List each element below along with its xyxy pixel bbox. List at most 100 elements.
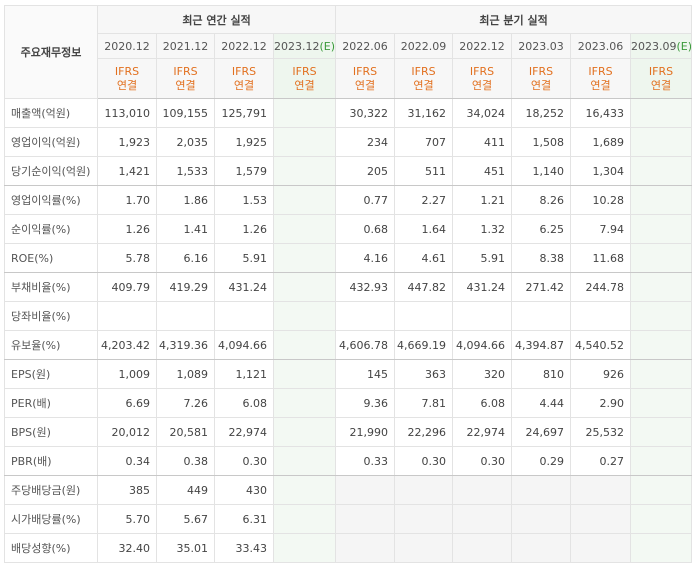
basis-line: IFRS xyxy=(292,64,317,78)
basis-line: IFRS xyxy=(114,64,140,78)
value-cell: 31,162 xyxy=(394,98,454,128)
basis-header: IFRS 연결 xyxy=(630,58,693,99)
value-cell: 6.69 xyxy=(97,388,157,418)
value-cell: 2.90 xyxy=(570,388,632,418)
row-label: 영업이익률(%) xyxy=(4,185,98,215)
data-row: 영업이익(억원) 1,923 2,035 1,925 234 707 411 1,508 1,6… xyxy=(4,127,693,157)
data-row: 당좌비율(%) xyxy=(4,301,693,331)
value-cell xyxy=(272,388,337,418)
value-cell xyxy=(272,243,337,273)
basis-line: IFRS xyxy=(469,64,495,78)
value-cell xyxy=(272,533,337,563)
data-row: 유보율(%) 4,203.42 4,319.36 4,094.66 4,606.78 4,… xyxy=(4,330,693,360)
period: 2023.03 xyxy=(518,39,564,53)
value-cell: 447.82 xyxy=(394,272,454,302)
value-cell: 1.32 xyxy=(452,214,513,244)
value-cell xyxy=(630,272,693,302)
value-cell xyxy=(272,330,337,360)
estimate-mark: (E) xyxy=(676,39,692,53)
basis-header: IFRS 연결 xyxy=(214,58,274,99)
value-cell: 432.93 xyxy=(335,272,396,302)
value-cell xyxy=(511,475,572,505)
value-cell: 35.01 xyxy=(156,533,215,563)
value-cell: 4.44 xyxy=(511,388,572,418)
value-cell: 4.16 xyxy=(335,243,396,273)
row-label: 당좌비율(%) xyxy=(4,301,98,331)
value-cell: 1,121 xyxy=(214,359,274,389)
value-cell: 4,669.19 xyxy=(394,330,454,360)
value-cell: 30,322 xyxy=(335,98,396,128)
value-cell: 1.70 xyxy=(97,185,157,215)
period: 2021.12 xyxy=(162,39,209,53)
value-cell: 1.64 xyxy=(394,214,454,244)
period-header: 2023.06 xyxy=(570,33,632,59)
value-cell: 409.79 xyxy=(97,272,157,302)
value-cell xyxy=(272,272,337,302)
value-cell: 4,394.87 xyxy=(511,330,572,360)
value-cell: 7.26 xyxy=(156,388,215,418)
value-cell xyxy=(335,504,396,534)
period: 2023.12 xyxy=(274,39,320,53)
value-cell: 2.27 xyxy=(394,185,454,215)
value-cell: 4,203.42 xyxy=(97,330,157,360)
basis-line: IFRS xyxy=(352,64,378,78)
group-title: 최근 분기 실적 xyxy=(335,5,693,34)
value-cell xyxy=(97,301,157,331)
value-cell: 1,508 xyxy=(511,127,572,157)
data-row: PER(배) 6.69 7.26 6.08 9.36 7.81 6.08 4.44 2.90 xyxy=(4,388,693,418)
row-label: 부채비율(%) xyxy=(4,272,98,302)
value-cell: 430 xyxy=(214,475,274,505)
value-cell xyxy=(511,504,572,534)
value-cell xyxy=(272,301,337,331)
period: 2022.06 xyxy=(342,39,388,53)
value-cell xyxy=(570,475,632,505)
row-label: 당기순이익(억원) xyxy=(4,156,98,186)
basis-header: IFRS 연결 xyxy=(570,58,632,99)
value-cell xyxy=(272,446,337,476)
period: 2020.12 xyxy=(104,39,150,53)
period-header: 2023.09(E) xyxy=(630,33,693,59)
value-cell: 449 xyxy=(156,475,215,505)
value-cell xyxy=(452,475,513,505)
value-cell: 32.40 xyxy=(97,533,157,563)
table-header: 주요재무정보 최근 연간 실적 최근 분기 실적 2020.12 2021.12 202… xyxy=(4,5,693,99)
value-cell xyxy=(272,359,337,389)
basis-header: IFRS 연결 xyxy=(452,58,513,99)
value-cell: 22,974 xyxy=(452,417,513,447)
data-row: 순이익률(%) 1.26 1.41 1.26 0.68 1.64 1.32 6.25 7.94 xyxy=(4,214,693,244)
value-cell: 363 xyxy=(394,359,454,389)
basis-line: 연결 xyxy=(530,78,552,92)
value-cell: 25,532 xyxy=(570,417,632,447)
data-row: 영업이익률(%) 1.70 1.86 1.53 0.77 2.27 1.21 8.26 10.2… xyxy=(4,185,693,215)
value-cell: 4,319.36 xyxy=(156,330,215,360)
value-cell xyxy=(156,301,215,331)
value-cell: 0.30 xyxy=(452,446,513,476)
value-cell xyxy=(630,301,693,331)
value-cell xyxy=(511,301,572,331)
basis-line: 연결 xyxy=(116,78,138,92)
value-cell: 1.53 xyxy=(214,185,274,215)
value-cell: 0.33 xyxy=(335,446,396,476)
value-cell: 5.91 xyxy=(452,243,513,273)
row-label: 유보율(%) xyxy=(4,330,98,360)
value-cell: 1.86 xyxy=(156,185,215,215)
value-cell xyxy=(335,533,396,563)
value-cell xyxy=(570,301,632,331)
value-cell xyxy=(335,301,396,331)
value-cell xyxy=(272,417,337,447)
data-row: 당기순이익(억원) 1,421 1,533 1,579 205 511 451 1,140 1,… xyxy=(4,156,693,186)
value-cell: 2,035 xyxy=(156,127,215,157)
row-label: EPS(원) xyxy=(4,359,98,389)
value-cell xyxy=(452,301,513,331)
basis-line: IFRS xyxy=(231,64,257,78)
value-cell: 125,791 xyxy=(214,98,274,128)
basis-line: 연결 xyxy=(175,78,196,92)
basis-line: 연결 xyxy=(413,78,434,92)
value-cell: 0.29 xyxy=(511,446,572,476)
value-cell: 4,606.78 xyxy=(335,330,396,360)
period-header: 2020.12 xyxy=(97,33,157,59)
value-cell: 8.26 xyxy=(511,185,572,215)
value-cell: 320 xyxy=(452,359,513,389)
value-cell: 1,923 xyxy=(97,127,157,157)
